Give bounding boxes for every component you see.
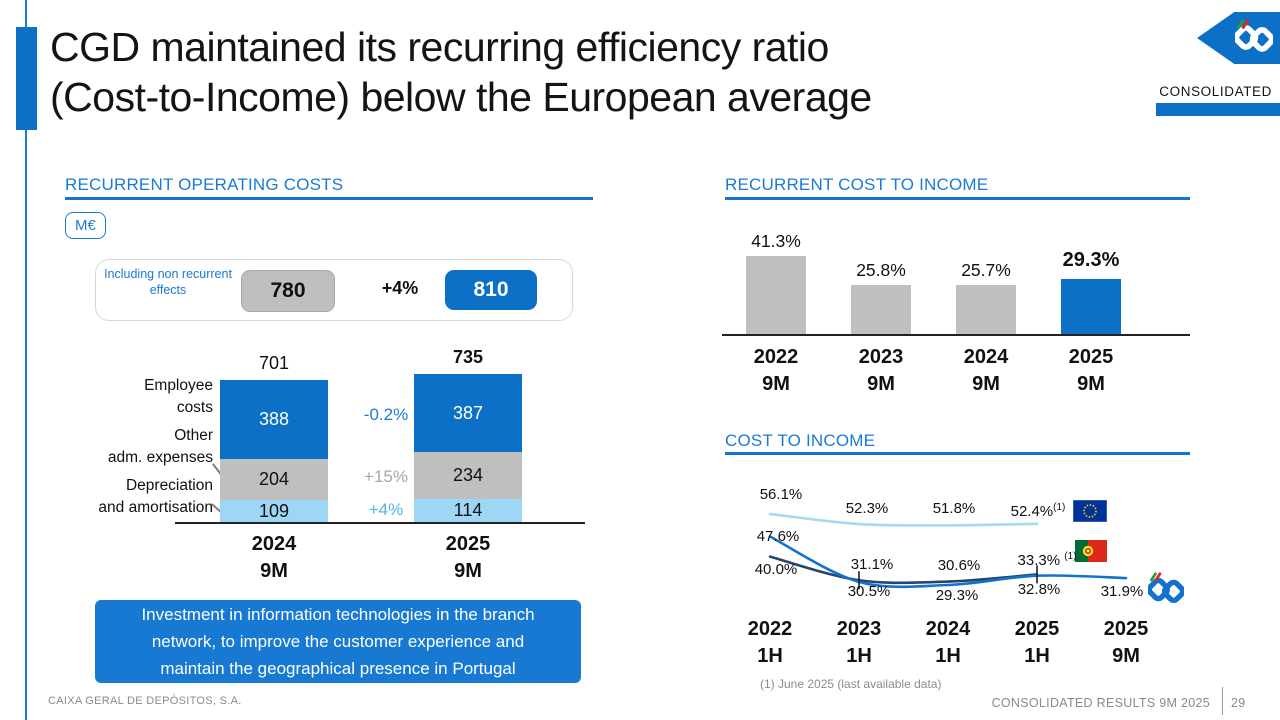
bar-value-label: 29.3% <box>1062 249 1120 271</box>
x-axis-label: 2025 9M <box>1068 346 1114 395</box>
bar-value-label: 25.7% <box>961 260 1011 280</box>
page-title: CGD maintained its recurring efficiency … <box>50 22 1070 122</box>
series-label-line: costs <box>176 399 213 416</box>
bar-segment: 234 <box>414 452 522 499</box>
cgd-line <box>768 535 1128 589</box>
change-label: -0.2% <box>363 405 409 425</box>
bar <box>851 285 911 334</box>
eu-flag-icon <box>1072 499 1108 527</box>
non-recurrent-2024-value: 780 <box>241 270 335 312</box>
series-label-line: Employee <box>144 377 213 394</box>
bar-segment: 388 <box>220 380 328 459</box>
bar-segment: 109 <box>220 500 328 522</box>
non-recurrent-change: +4% <box>381 278 419 298</box>
bar-segment: 204 <box>220 459 328 500</box>
change-label: +4% <box>368 499 404 519</box>
section-rule-left <box>65 197 593 200</box>
cgd-logo-icon-small <box>1146 572 1186 613</box>
page-title-line-1: CGD maintained its recurring efficiency … <box>50 24 829 70</box>
cost-to-income-chart <box>768 512 1128 590</box>
section-title-operating-costs: RECURRENT OPERATING COSTS <box>65 175 344 194</box>
series-label-line: Depreciation <box>125 477 213 494</box>
bar-total-label: 701 <box>258 353 290 373</box>
non-recurrent-box: Including non recurrent effects 780 +4% … <box>95 259 573 321</box>
series-label-depreciation: Depreciation and amortisation <box>20 475 213 519</box>
eu-line <box>768 512 1039 527</box>
bar-segment: 387 <box>414 374 522 452</box>
chart-footnote: (1) June 2025 (last available data) <box>760 677 942 691</box>
series-label-employee-costs: Employee costs <box>20 375 213 419</box>
portugal-flag-icon <box>1075 540 1107 567</box>
consolidated-bar <box>1156 103 1280 116</box>
series-label-line: Other <box>174 427 213 444</box>
x-axis-label: 2024 9M <box>251 533 297 582</box>
leader-line-depreciation <box>211 503 223 514</box>
page-title-line-2: (Cost-to-Income) below the European aver… <box>50 74 872 120</box>
bar-total-label: 735 <box>452 347 484 367</box>
x-axis <box>175 522 585 524</box>
series-label-other-adm-expenses: Other adm. expenses <box>20 425 213 469</box>
section-title-cost-to-income: COST TO INCOME <box>725 431 876 450</box>
bar <box>956 285 1016 334</box>
x-axis <box>722 334 1190 336</box>
left-accent-line <box>25 0 27 720</box>
footer-company: CAIXA GERAL DE DEPÓSITOS, S.A. <box>48 695 242 707</box>
bar-segment: 114 <box>414 499 522 522</box>
non-recurrent-2025-value: 810 <box>445 270 537 310</box>
bar <box>746 256 806 334</box>
cgd-logo-icon <box>1233 19 1275 62</box>
x-axis-label: 2025 9M <box>445 533 491 582</box>
title-accent-bar <box>16 27 37 130</box>
bar-value-label: 41.3% <box>751 231 801 251</box>
section-title-recurrent-cti: RECURRENT COST TO INCOME <box>725 175 989 194</box>
bar-value-label: 25.8% <box>856 260 906 280</box>
portugal-line <box>768 555 1039 585</box>
x-axis-label: 2024 9M <box>963 346 1009 395</box>
leader-line-adm-expenses <box>212 463 223 477</box>
footer-report-title: CONSOLIDATED RESULTS 9M 2025 <box>991 696 1210 710</box>
series-label-line: adm. expenses <box>107 449 213 466</box>
series-label-line: and amortisation <box>98 499 213 516</box>
unit-badge: M€ <box>65 212 106 239</box>
change-label: +15% <box>364 466 408 486</box>
x-axis-label: 2022 9M <box>753 346 799 395</box>
footer-divider <box>1222 687 1223 715</box>
cgd-logo-badge <box>1197 12 1280 64</box>
section-rule-right-top <box>725 197 1190 200</box>
bar <box>1061 279 1121 334</box>
x-axis-label: 2023 9M <box>858 346 904 395</box>
non-recurrent-label: Including non recurrent effects <box>104 267 232 297</box>
investment-note-box: Investment in information technologies i… <box>95 600 581 683</box>
investment-note-text: Investment in information technologies i… <box>141 605 535 678</box>
consolidated-label: CONSOLIDATED <box>1159 84 1272 99</box>
page-number: 29 <box>1231 696 1246 710</box>
section-rule-right-bottom <box>725 452 1190 455</box>
